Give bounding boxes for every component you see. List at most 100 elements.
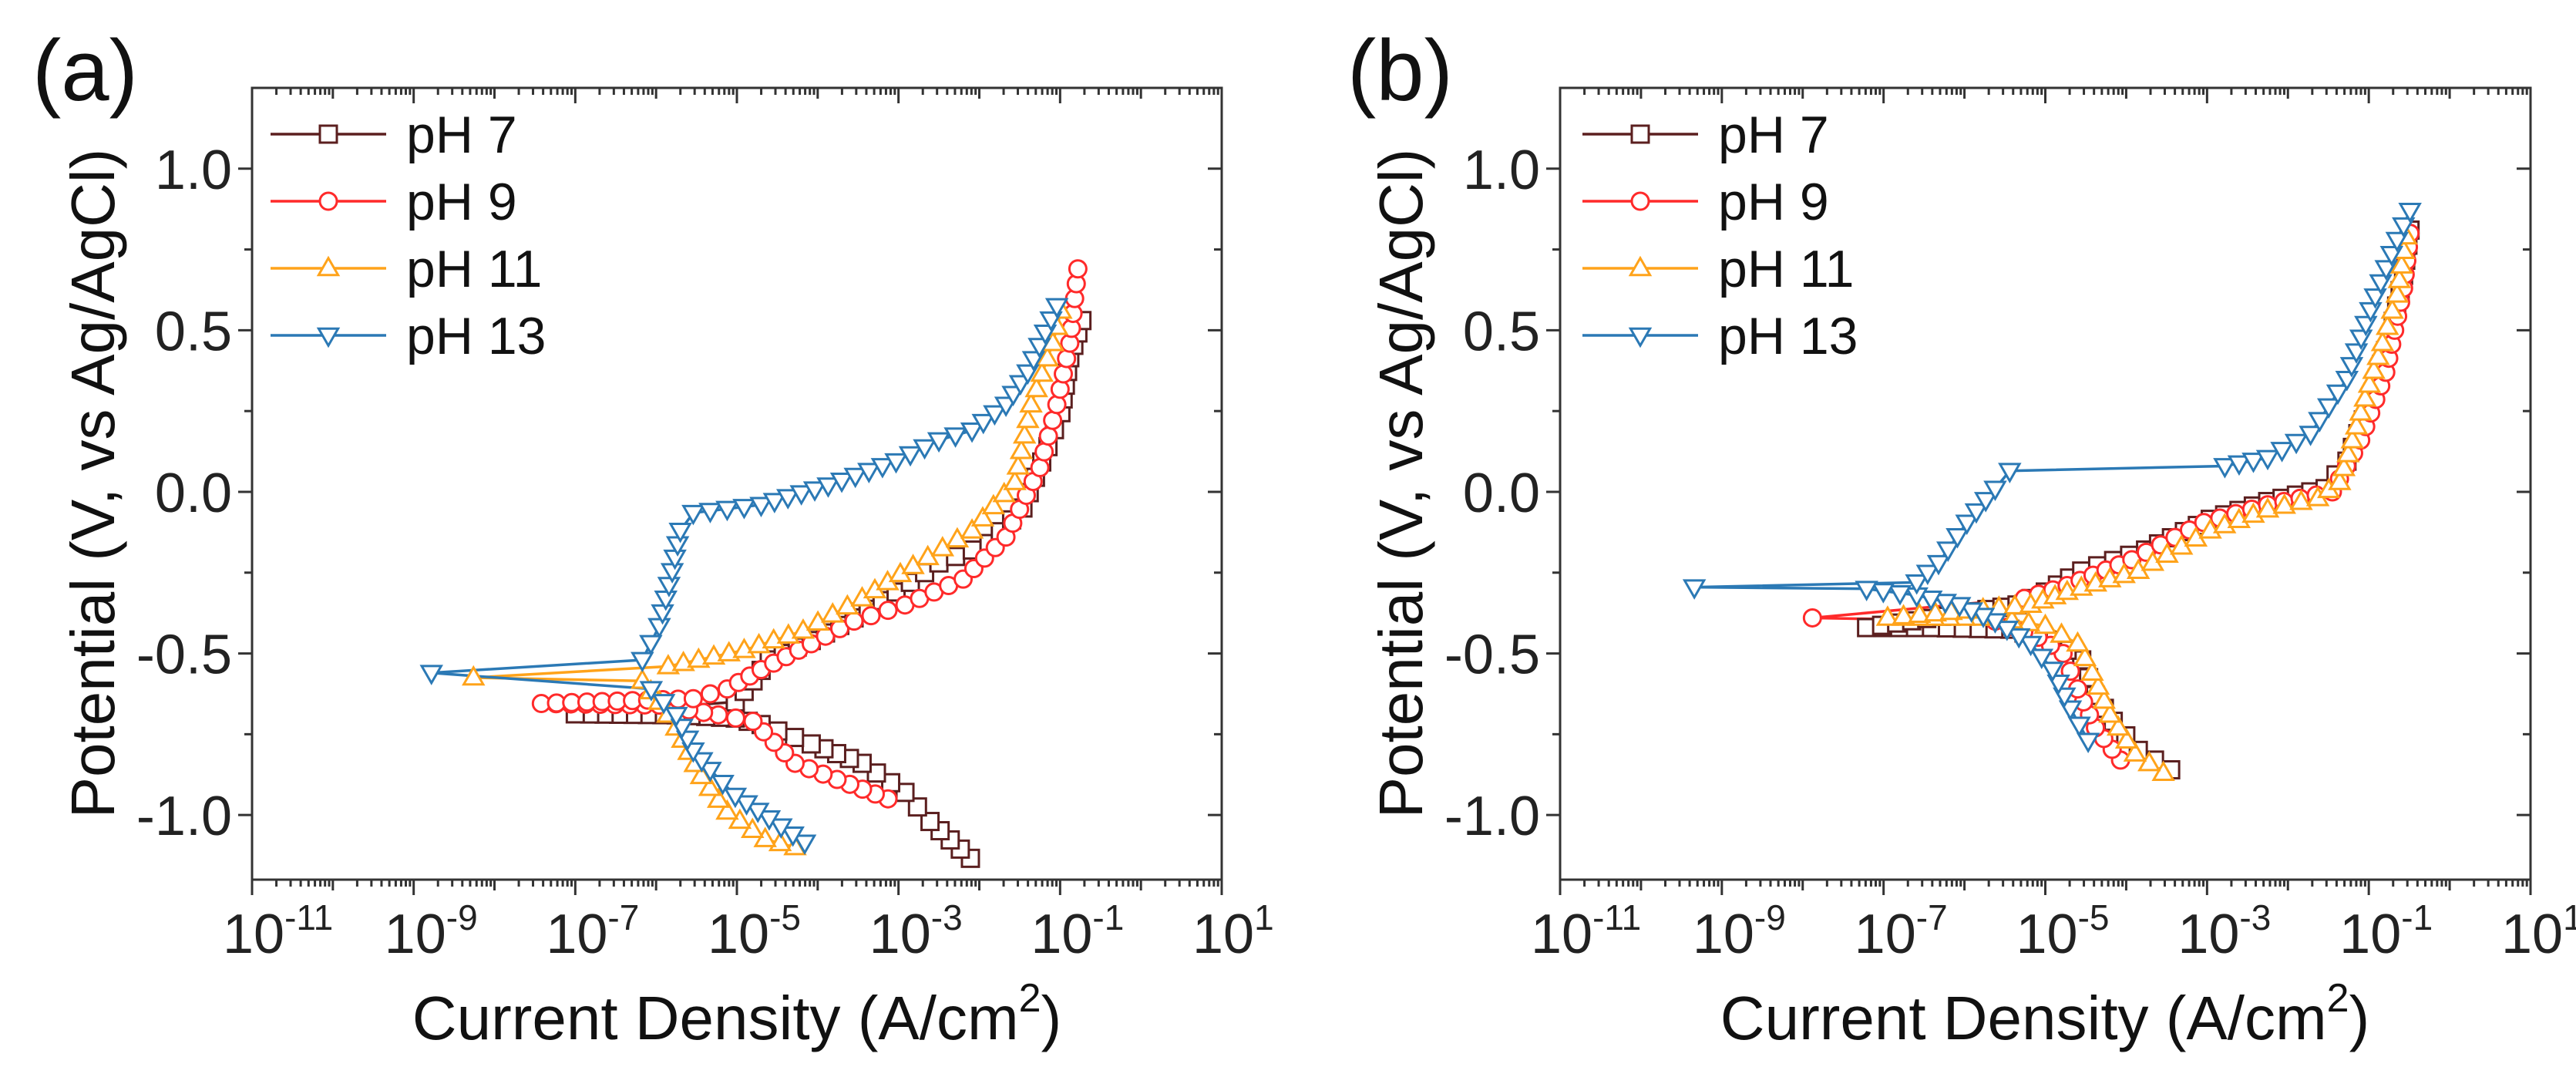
data-point-ph13	[1933, 594, 1957, 614]
data-point-ph13	[2379, 246, 2404, 267]
data-point-ph7	[801, 734, 821, 754]
data-point-ph13	[1948, 597, 1972, 618]
legend-marker-icon	[318, 191, 338, 211]
data-point-ph13	[776, 489, 800, 510]
data-point-ph11	[960, 518, 984, 539]
data-point-ph13	[746, 803, 770, 823]
data-point-ph9	[1030, 458, 1050, 478]
data-point-ph13	[647, 618, 671, 639]
data-point-ph13	[843, 467, 867, 489]
data-point-ph13	[926, 432, 951, 453]
data-point-ph7	[907, 797, 927, 817]
data-point-ph11	[2332, 456, 2356, 476]
x-tick-label: 10-3	[869, 897, 963, 965]
legend-marker-icon	[1630, 191, 1650, 211]
data-point-ph11	[1016, 407, 1040, 429]
x-tick-label: 10-1	[1031, 897, 1124, 965]
legend-item: pH 7	[1582, 106, 1829, 164]
data-point-ph11	[462, 665, 486, 686]
data-point-ph13	[757, 810, 782, 831]
legend-label: pH 11	[406, 240, 542, 298]
data-point-ph11	[2107, 715, 2130, 736]
data-point-ph11	[2389, 253, 2413, 274]
data-point-ph11	[2385, 282, 2410, 303]
data-point-ph9	[683, 688, 703, 709]
data-point-ph11	[1012, 422, 1037, 444]
data-point-ph9	[844, 611, 864, 631]
data-point-ph13	[1915, 564, 1940, 585]
data-point-ph13	[668, 522, 692, 544]
data-point-ph13	[971, 413, 995, 435]
data-point-ph11	[1892, 604, 1915, 624]
data-point-ph13	[698, 762, 722, 783]
data-point-ph13	[732, 499, 756, 520]
data-point-ph9	[878, 601, 898, 621]
data-point-ph13	[2213, 458, 2237, 479]
data-point-ph13	[639, 634, 663, 656]
plot-series	[1682, 202, 2422, 781]
data-point-ph11	[2366, 344, 2390, 365]
data-point-ph13	[639, 681, 664, 702]
y-axis-title: Potential (V, vs Ag/AgCl)	[1367, 149, 1435, 819]
data-point-ph13	[816, 477, 840, 498]
data-point-ph13	[762, 493, 787, 513]
data-point-ph11	[2272, 493, 2296, 514]
data-point-ph11	[1030, 361, 1054, 382]
x-axis-title: Current Density (A/cm2)	[1720, 976, 2369, 1052]
data-point-ph13	[1888, 585, 1912, 606]
data-point-ph13	[657, 577, 681, 597]
legend-item: pH 7	[271, 106, 517, 164]
data-point-ph13	[884, 453, 908, 474]
legend-item: pH 11	[271, 240, 542, 298]
data-point-ph13	[735, 795, 758, 816]
y-tick-label: 0.5	[155, 301, 232, 362]
legend-label: pH 9	[1718, 173, 1829, 231]
data-point-ph13	[749, 496, 773, 517]
x-tick-label: 10-9	[385, 897, 478, 965]
legend-marker-icon	[316, 327, 341, 348]
data-point-ph13	[1983, 613, 2007, 634]
data-point-ph11	[2340, 428, 2365, 449]
data-point-ph11	[1875, 605, 1900, 626]
data-point-ph11	[1907, 602, 1932, 624]
y-tick-label: -0.5	[1444, 624, 1540, 686]
legend-marker-icon	[1628, 255, 1653, 277]
data-point-ph11	[2123, 741, 2147, 762]
data-point-ph11	[1006, 454, 1031, 475]
data-point-ph13	[2030, 648, 2054, 669]
x-axis-title: Current Density (A/cm2)	[412, 976, 1061, 1052]
series-line-ph11	[472, 310, 1063, 849]
data-point-ph13	[1926, 554, 1951, 576]
data-point-ph13	[664, 706, 688, 728]
data-point-ph7	[866, 763, 886, 783]
data-point-ph13	[2241, 453, 2265, 473]
data-point-ph7	[895, 783, 915, 803]
data-point-ph13	[2385, 231, 2410, 253]
data-point-ph13	[769, 818, 793, 840]
data-point-ph13	[654, 591, 678, 611]
data-point-ph13	[698, 503, 722, 523]
data-point-ph13	[1945, 527, 1969, 549]
legend-label: pH 9	[406, 173, 517, 231]
data-point-ph13	[789, 485, 813, 506]
data-point-ph11	[1923, 601, 1948, 622]
x-tick-label: 101	[1192, 897, 1274, 965]
data-point-ph13	[651, 604, 674, 625]
y-tick-label: 0.0	[155, 463, 232, 524]
panel-a: (a) Potential (V, vs Ag/AgCl) Current De…	[32, 22, 1274, 1052]
data-point-ph13	[2308, 412, 2332, 433]
data-point-ph13	[2369, 274, 2393, 295]
legend-item: pH 13	[1582, 307, 1858, 365]
data-point-ph13	[1682, 579, 1707, 600]
panel-label: (b)	[1347, 22, 1453, 119]
y-tick-label: 1.0	[155, 140, 232, 201]
data-point-ph13	[1971, 608, 1996, 628]
data-point-ph11	[2328, 470, 2352, 490]
data-point-ph11	[2092, 688, 2116, 709]
data-point-ph11	[1009, 438, 1034, 459]
data-point-ph13	[983, 405, 1007, 426]
data-point-ph13	[2270, 442, 2294, 463]
data-point-ph13	[1905, 574, 1929, 595]
x-tick-label: 10-11	[223, 897, 333, 965]
data-point-ph13	[419, 665, 443, 685]
